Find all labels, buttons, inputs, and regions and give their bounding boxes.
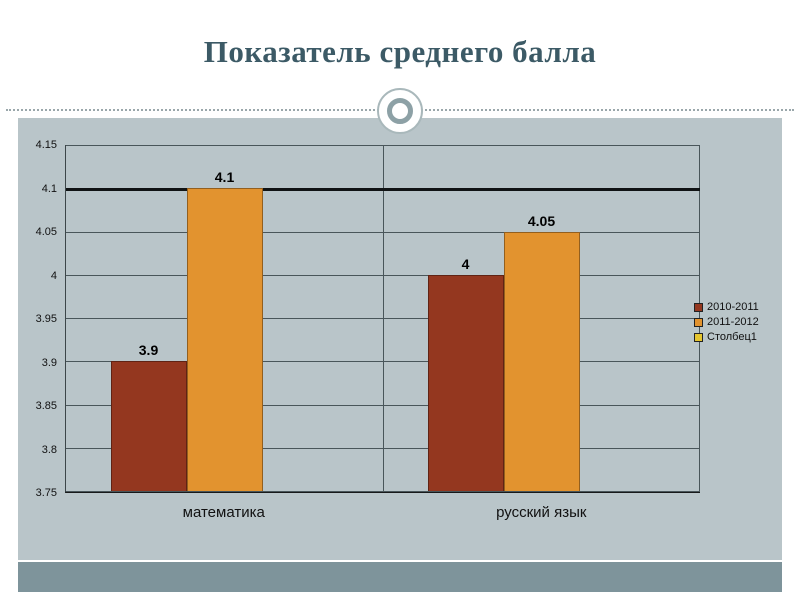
legend-item: 2011-2012 [694, 316, 778, 328]
gridline [66, 447, 700, 449]
bar-slot: 4.05 [503, 145, 580, 491]
bar-slot: 4.1 [186, 145, 263, 491]
gridline [66, 231, 700, 233]
y-tick-label: 4.1 [41, 182, 57, 195]
gridline [66, 404, 700, 406]
bar-group: 3.9 4.1 [66, 145, 383, 491]
y-tick-label: 3.75 [35, 487, 57, 499]
gridline [66, 145, 700, 146]
bar-groups: 3.9 4.1 4 4.05 [66, 145, 700, 491]
legend-swatch [694, 302, 703, 312]
legend-label: 2011-2012 [707, 316, 759, 328]
bar-value-label: 4.1 [214, 169, 235, 186]
legend-item: Столбец1 [694, 331, 778, 343]
x-axis-label: русский язык [496, 504, 587, 521]
y-axis: 4.15 4.1 4.05 4 3.95 3.9 3.85 3.8 3.75 [18, 139, 61, 499]
bar-slot [580, 145, 656, 491]
bar-2010-2011-русский язык: 4 [427, 256, 504, 491]
bar-value-label: 4.05 [527, 212, 556, 229]
gridline [66, 188, 700, 192]
chart-panel: 4.15 4.1 4.05 4 3.95 3.9 3.85 3.8 3.75 3.9 4.1 4 4.… [18, 118, 782, 560]
legend-item: 2010-2011 [694, 301, 778, 313]
y-tick-label: 3.8 [41, 443, 57, 456]
bar-value-label: 4 [461, 255, 470, 272]
y-tick-label: 4.15 [35, 139, 57, 151]
y-tick-label: 4 [50, 269, 57, 282]
gridline [66, 491, 700, 492]
gridline [66, 318, 700, 319]
x-axis-labels: математика русский язык [65, 504, 700, 521]
bar-group: 4 4.05 [383, 145, 700, 491]
circle-ornament-inner [387, 98, 413, 124]
bar-slot: 4 [427, 145, 504, 491]
bar-2010-2011-математика: 3.9 [110, 342, 187, 491]
slide-title: Показатель среднего балла [203, 34, 597, 69]
legend: 2010-2011 2011-2012 Столбец1 [694, 301, 778, 346]
legend-label: 2010-2011 [707, 301, 759, 313]
bar-value-label: 3.9 [138, 342, 159, 359]
legend-swatch [694, 332, 703, 342]
y-tick-label: 3.9 [41, 356, 57, 369]
bar-2011-2012-математика: 4.1 [186, 169, 263, 491]
y-tick-label: 4.05 [35, 226, 57, 238]
bar-slot [263, 145, 339, 491]
legend-swatch [694, 317, 703, 327]
plot-area: 3.9 4.1 4 4.05 [65, 145, 700, 493]
gridline [66, 361, 700, 363]
y-tick-label: 3.95 [35, 313, 57, 325]
bar-slot: 3.9 [110, 145, 187, 491]
legend-label: Столбец1 [707, 331, 757, 343]
x-axis-label: математика [182, 504, 265, 521]
y-tick-label: 3.85 [35, 400, 57, 412]
gridline [66, 274, 700, 276]
footer-band [18, 562, 782, 592]
bar-2011-2012-русский язык: 4.05 [503, 213, 580, 491]
circle-ornament [377, 88, 423, 134]
